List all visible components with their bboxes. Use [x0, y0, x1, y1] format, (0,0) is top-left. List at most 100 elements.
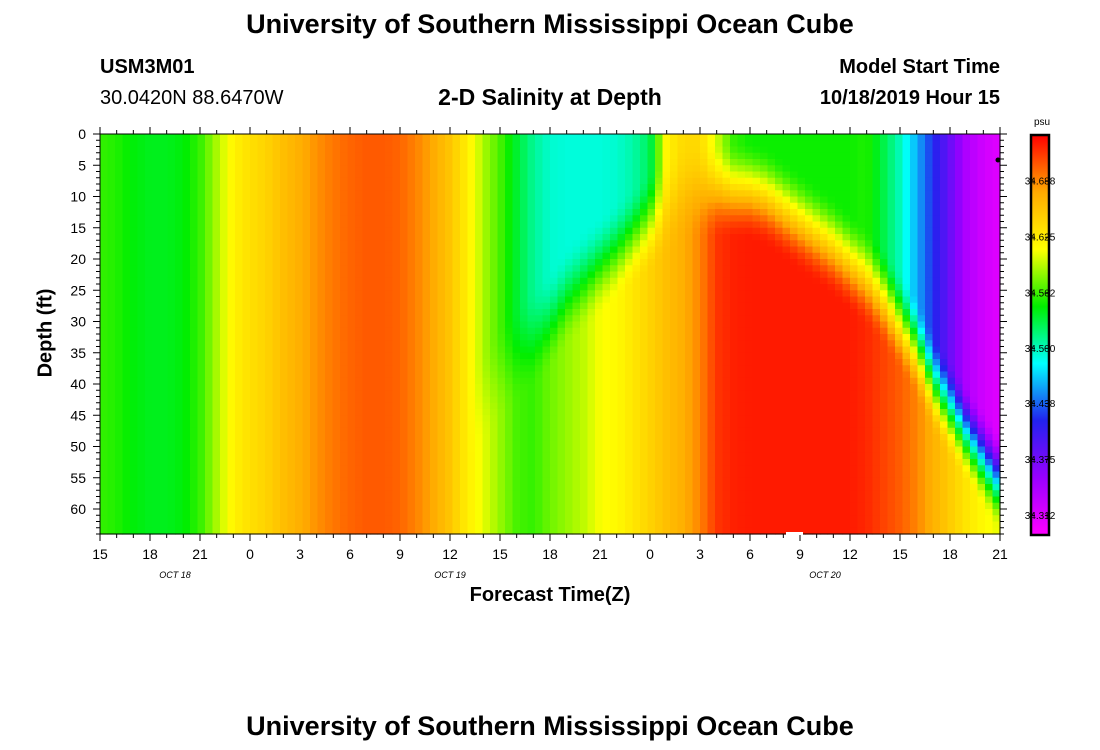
- heatmap-cell: [497, 221, 506, 229]
- heatmap-cell: [602, 290, 611, 298]
- heatmap-cell: [452, 221, 461, 229]
- heatmap-cell: [220, 321, 229, 329]
- heatmap-cell: [167, 309, 176, 316]
- heatmap-cell: [520, 146, 529, 154]
- heatmap-cell: [610, 290, 619, 298]
- heatmap-cell: [655, 284, 664, 291]
- heatmap-cell: [565, 302, 574, 310]
- heatmap-cell: [550, 402, 559, 410]
- heatmap-cell: [482, 390, 491, 398]
- heatmap-cell: [242, 359, 251, 366]
- heatmap-cell: [430, 302, 439, 310]
- heatmap-cell: [182, 271, 191, 279]
- heatmap-cell: [250, 284, 259, 291]
- heatmap-cell: [490, 190, 499, 198]
- heatmap-cell: [535, 409, 544, 416]
- heatmap-cell: [220, 490, 229, 498]
- heatmap-cell: [580, 321, 589, 329]
- heatmap-cell: [640, 271, 649, 279]
- heatmap-cell: [677, 459, 686, 466]
- heatmap-cell: [527, 265, 536, 273]
- heatmap-cell: [190, 415, 199, 423]
- heatmap-cell: [512, 459, 521, 466]
- plot-title: 2-D Salinity at Depth: [438, 84, 662, 110]
- heatmap-cell: [145, 402, 154, 410]
- heatmap-cell: [257, 390, 266, 398]
- heatmap-cell: [662, 209, 671, 216]
- heatmap-cell: [602, 190, 611, 198]
- heatmap-cell: [385, 146, 394, 154]
- heatmap-cell: [550, 302, 559, 310]
- heatmap-cell: [385, 134, 394, 141]
- heatmap-cell: [625, 471, 634, 479]
- heatmap-cell: [535, 221, 544, 229]
- heatmap-cell: [565, 134, 574, 141]
- heatmap-cell: [235, 421, 244, 429]
- heatmap-cell: [250, 402, 259, 410]
- heatmap-cell: [580, 309, 589, 316]
- heatmap-cell: [677, 265, 686, 273]
- heatmap-cell: [542, 259, 551, 266]
- heatmap-cell: [332, 159, 341, 166]
- heatmap-cell: [565, 396, 574, 404]
- heatmap-cell: [205, 321, 214, 329]
- heatmap-cell: [460, 521, 469, 529]
- heatmap-cell: [287, 359, 296, 366]
- heatmap-cell: [205, 265, 214, 273]
- heatmap-cell: [437, 202, 446, 210]
- heatmap-cell: [137, 340, 146, 348]
- heatmap-cell: [272, 471, 281, 479]
- heatmap-cell: [287, 321, 296, 329]
- heatmap-cell: [400, 459, 409, 466]
- heatmap-cell: [280, 165, 289, 173]
- heatmap-cell: [655, 427, 664, 435]
- heatmap-cell: [625, 234, 634, 241]
- heatmap-cell: [347, 509, 356, 516]
- heatmap-cell: [100, 377, 109, 385]
- heatmap-cell: [340, 134, 349, 141]
- heatmap-cell: [115, 140, 124, 148]
- heatmap-cell: [400, 246, 409, 254]
- heatmap-cell: [212, 252, 221, 260]
- heatmap-cell: [580, 246, 589, 254]
- heatmap-cell: [520, 352, 529, 360]
- heatmap-cell: [100, 402, 109, 410]
- heatmap-cell: [302, 415, 311, 423]
- heatmap-cell: [640, 190, 649, 198]
- heatmap-cell: [250, 415, 259, 423]
- heatmap-cell: [197, 515, 206, 523]
- heatmap-cell: [407, 327, 416, 335]
- heatmap-cell: [325, 346, 334, 354]
- heatmap-cell: [107, 415, 116, 423]
- heatmap-cell: [250, 177, 259, 185]
- heatmap-cell: [445, 252, 454, 260]
- heatmap-cell: [467, 271, 476, 279]
- heatmap-cell: [182, 465, 191, 473]
- heatmap-cell: [617, 340, 626, 348]
- heatmap-cell: [565, 515, 574, 523]
- heatmap-cell: [250, 215, 259, 223]
- heatmap-cell: [617, 377, 626, 385]
- heatmap-cell: [385, 509, 394, 516]
- heatmap-cell: [107, 334, 116, 341]
- heatmap-cell: [355, 515, 364, 523]
- heatmap-cell: [212, 202, 221, 210]
- heatmap-cell: [122, 402, 131, 410]
- heatmap-cell: [347, 134, 356, 141]
- heatmap-cell: [625, 490, 634, 498]
- heatmap-cell: [452, 409, 461, 416]
- heatmap-cell: [302, 502, 311, 510]
- heatmap-cell: [167, 390, 176, 398]
- heatmap-cell: [407, 277, 416, 285]
- heatmap-cell: [257, 427, 266, 435]
- heatmap-cell: [190, 390, 199, 398]
- heatmap-cell: [272, 484, 281, 491]
- heatmap-cell: [437, 321, 446, 329]
- heatmap-cell: [242, 346, 251, 354]
- heatmap-cell: [415, 196, 424, 204]
- heatmap-cell: [422, 302, 431, 310]
- heatmap-cell: [257, 440, 266, 448]
- heatmap-cell: [392, 196, 401, 204]
- heatmap-cell: [475, 527, 484, 535]
- heatmap-cell: [295, 246, 304, 254]
